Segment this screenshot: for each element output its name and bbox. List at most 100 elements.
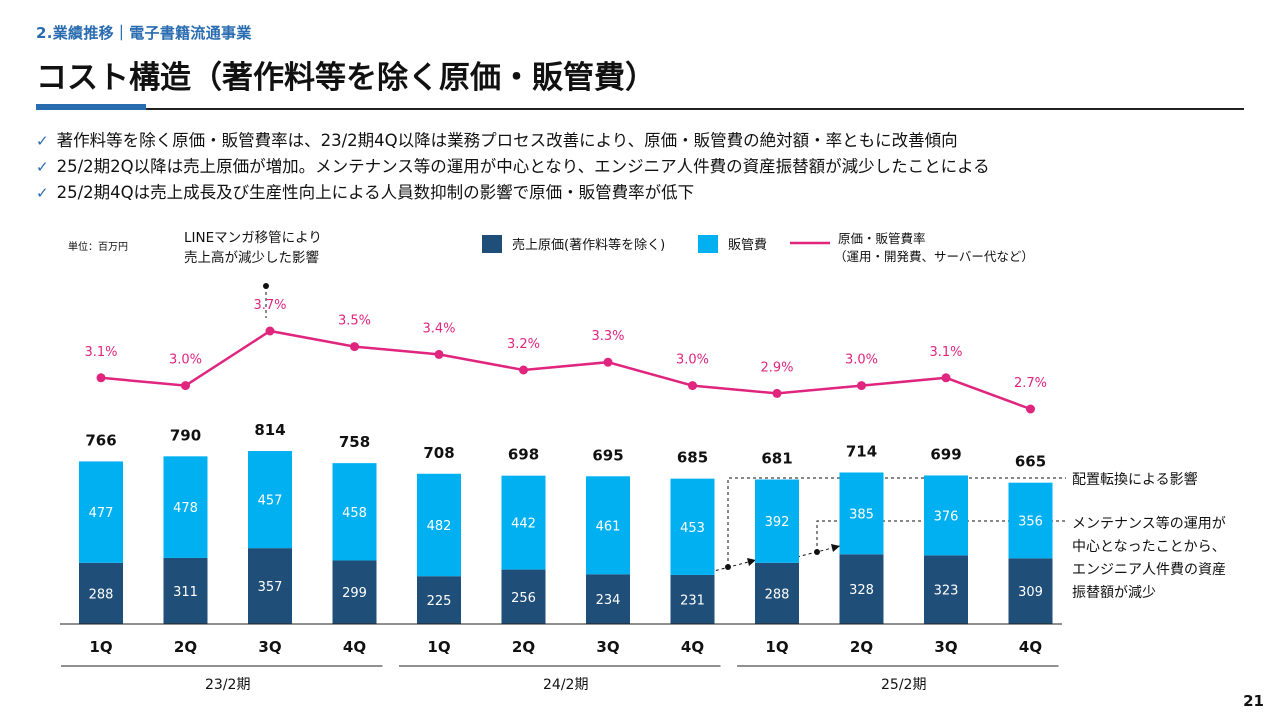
bar-sga-label: 356 (1018, 515, 1043, 530)
title-rule (36, 108, 1244, 110)
ratio-label: 2.7% (1014, 376, 1047, 391)
x-axis-layer: 1Q 2Q 3Q 4Q 1Q 2Q 3Q 4Q 1Q 2Q 3Q 4Q 23/2期 24/2期 25/2期 (60, 623, 1062, 693)
bar-cost (670, 574, 715, 624)
bar-cost (501, 569, 546, 624)
ratio-point (265, 326, 275, 336)
bar-total-label: 685 (677, 449, 708, 467)
bar-cost (248, 548, 292, 624)
x-tick-label: 3Q (596, 638, 619, 656)
summary-bullets: ✓ 著作料等を除く原価・販管費率は、23/2期4Q以降は業務プロセス改善により、原… (36, 128, 990, 206)
bar-cost-label: 299 (342, 586, 367, 601)
x-tick-label: 4Q (681, 638, 704, 656)
ratio-point (603, 357, 613, 367)
check-icon: ✓ (36, 184, 49, 202)
bar-cost-label: 328 (849, 583, 874, 598)
bar-sga (586, 476, 630, 575)
group-label: 25/2期 (881, 677, 926, 693)
ratio-label: 3.4% (422, 321, 455, 336)
ratio-label: 3.5% (338, 314, 371, 329)
legend-swatch-sga (698, 235, 718, 253)
bar-sga (332, 463, 377, 561)
legend-label-cost: 売上原価(著作料等を除く) (512, 237, 665, 253)
trend-arrow-1-head (747, 558, 756, 566)
ratio-point (519, 365, 528, 375)
group-label: 23/2期 (205, 677, 250, 693)
ratio-line (100, 329, 1031, 411)
x-tick-label: 1Q (89, 638, 112, 656)
x-tick-label: 1Q (765, 638, 788, 656)
ratio-label: 3.0% (676, 353, 709, 368)
bar-cost-label: 357 (258, 580, 283, 595)
bar-cost (924, 555, 968, 624)
ratio-label: 3.7% (253, 298, 286, 313)
ratio-point (96, 373, 106, 383)
ratio-label: 3.0% (845, 353, 878, 368)
bar-sga (839, 472, 884, 555)
bar-cost (332, 560, 377, 624)
bar-total-label: 665 (1015, 453, 1046, 471)
check-icon: ✓ (36, 132, 49, 150)
bar-sga-label: 385 (849, 507, 874, 522)
page-title: コスト構造（著作料等を除く原価・販管費） (36, 60, 656, 96)
bar-total-label: 708 (423, 444, 454, 462)
bar-cost-label: 231 (680, 593, 705, 608)
check-icon: ✓ (36, 158, 49, 176)
bar-sga-label: 478 (173, 501, 198, 516)
bullet-text: 著作料等を除く原価・販管費率は、23/2期4Q以降は業務プロセス改善により、原価… (56, 131, 958, 150)
ratio-label: 2.9% (760, 360, 793, 375)
x-tick-label: 3Q (258, 638, 281, 656)
ratio-label: 3.3% (591, 329, 624, 344)
legend-swatch-cost (482, 235, 502, 253)
bar-cost-label: 311 (173, 585, 198, 600)
bullet-text: 25/2期2Q以降は売上原価が増加。メンテナンス等の運用が中心となり、エンジニア… (56, 157, 990, 176)
page-number: 21 (1243, 692, 1264, 710)
legend-label-ratio: 原価・販管費率 (838, 231, 926, 246)
ratio-point (772, 388, 782, 398)
maintenance-note-4: 振替額が減少 (1072, 584, 1156, 601)
bullet-text: 25/2期4Qは売上成長及び生産性向上による人員数抑制の影響で原価・販管費率が低… (56, 183, 695, 202)
bar-total-label: 695 (592, 446, 623, 464)
bar-total-label: 758 (339, 433, 370, 451)
bar-cost (163, 557, 208, 624)
bar-cost (417, 576, 461, 624)
unit-label: 単位：百万円 (68, 240, 128, 253)
bar-cost-label: 309 (1018, 585, 1043, 600)
bar-sga (163, 456, 208, 558)
ratio-label: 3.1% (84, 345, 117, 360)
bar-sga-label: 461 (596, 519, 621, 534)
bar-total-label: 814 (254, 421, 285, 439)
bar-total-label: 698 (508, 446, 539, 464)
x-tick-label: 2Q (512, 638, 535, 656)
ratio-point (688, 381, 697, 391)
bar-sga (670, 478, 715, 575)
ratio-point (181, 381, 190, 391)
ratio-point (1026, 404, 1035, 414)
bar-sga (755, 479, 799, 563)
bar-sga (1008, 482, 1053, 559)
bullet-item: ✓ 著作料等を除く原価・販管費率は、23/2期4Q以降は業務プロセス改善により、原… (36, 128, 990, 154)
title-accent-bar (36, 104, 146, 110)
bar-sga-label: 477 (89, 506, 114, 521)
ratio-point (350, 342, 359, 352)
x-tick-label: 4Q (343, 638, 366, 656)
trend-arrow-1-dot (725, 564, 731, 570)
ratio-line-layer: 3.1% 3.0% 3.7% 3.5% 3.4% 3.2% 3.3% 3.0% 2.9% 3.0%… (84, 298, 1047, 414)
bullet-item: ✓ 25/2期2Q以降は売上原価が増加。メンテナンス等の運用が中心となり、エンジニ… (36, 154, 990, 180)
bar-total-label: 766 (85, 431, 116, 449)
bar-sga (248, 451, 292, 549)
realloc-note: 配置転換による影響 (1072, 471, 1198, 488)
bar-cost-label: 288 (765, 587, 790, 602)
line-note-line2: 売上高が減少した影響 (184, 249, 319, 266)
legend-label-sga: 販管費 (728, 238, 767, 253)
bar-cost (839, 554, 884, 624)
trend-arrow-2-dot (814, 549, 820, 555)
section-label: 2.業績推移｜電子書籍流通事業 (36, 24, 252, 42)
bar-sga-label: 482 (427, 519, 452, 534)
bar-sga-label: 458 (342, 506, 367, 521)
bar-sga-label: 376 (934, 509, 959, 524)
bar-total-label: 790 (170, 426, 201, 444)
x-tick-label: 2Q (850, 638, 873, 656)
bar-cost-label: 225 (427, 594, 452, 609)
bar-sga-label: 453 (680, 521, 705, 536)
x-tick-label: 3Q (934, 638, 957, 656)
